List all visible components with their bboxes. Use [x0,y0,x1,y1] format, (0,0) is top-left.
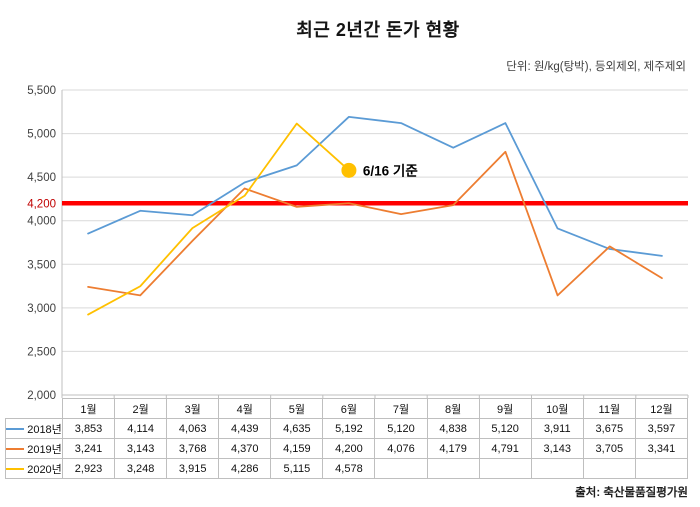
value-cell: 4,791 [478,438,532,459]
value-cell: 3,675 [582,418,636,439]
value-cell: 4,578 [322,458,376,479]
value-cell: 3,705 [582,438,636,459]
legend-entry: 2020년 [6,461,62,477]
month-header-cell: 6월 [322,398,376,419]
annotation-label: 6/16 기준 [363,163,418,178]
y-tick-label: 3,000 [27,303,56,315]
value-cell: 5,192 [322,418,376,439]
y-tick-label: 4,500 [27,172,56,184]
value-cell: 4,063 [166,418,220,439]
value-cell: 3,597 [634,418,689,439]
series-line-2018년 [87,115,663,257]
legend-line-swatch [6,427,25,430]
value-cell: 4,439 [218,418,272,439]
month-header-cell: 10월 [530,398,584,419]
source-note: 출처: 축산물품질평가원 [575,487,688,499]
y-tick-label: 3,500 [27,259,56,271]
month-header-cell: 3월 [166,398,220,419]
month-header-cell: 11월 [582,398,636,419]
value-cell [478,458,532,479]
value-cell: 5,120 [478,418,532,439]
value-cell: 4,838 [426,418,480,439]
month-header-cell: 4월 [218,398,272,419]
table-row: 2020년 2,923 3,248 3,915 4,286 5,115 4,578 [5,458,689,479]
value-cell: 2,923 [61,458,116,479]
page-title: 최근 2년간 돈가 현황 [296,20,460,40]
value-cell: 4,114 [114,418,168,439]
value-cell: 4,159 [270,438,324,459]
y-tick-label: 5,000 [27,129,56,141]
series-line-2020년 [87,122,350,316]
y-tick-label: 2,000 [27,390,56,402]
value-cell [426,458,480,479]
value-cell [634,458,689,479]
legend-entry: 2019년 [6,441,62,457]
y-tick-label: 4,000 [27,216,56,228]
table-header-row: 1월 2월 3월 4월 5월 6월 7월 8월 9월 10월 11월 12월 [6,398,689,419]
value-cell [582,458,636,479]
value-cell: 3,911 [530,418,584,439]
legend-label: 2018년 [27,423,62,436]
table-row: 2019년 3,241 3,143 3,768 4,370 4,159 4,200 4,076… [5,438,689,459]
value-cell: 4,370 [218,438,272,459]
y-tick-label: 5,500 [27,85,56,97]
value-cell: 3,915 [166,458,220,479]
table-row: 2018년 3,853 4,114 4,063 4,439 4,635 5,192 5,120… [5,418,689,439]
value-cell: 3,768 [166,438,220,459]
month-header-cell: 5월 [270,398,324,419]
data-table: 1월 2월 3월 4월 5월 6월 7월 8월 9월 10월 11월 12월 2018년 3,853 4,… [5,398,689,479]
series-line-2019년 [87,150,663,297]
value-cell: 3,143 [530,438,584,459]
month-header-cell: 7월 [374,398,428,419]
value-cell: 3,241 [61,438,116,459]
legend-label: 2020년 [27,463,62,476]
value-cell: 3,341 [634,438,689,459]
annotation-marker [341,162,357,178]
legend-cell: 2019년 [5,438,63,459]
reference-line-label: 4,200 [27,198,56,210]
value-cell: 5,120 [374,418,428,439]
value-cell: 4,286 [218,458,272,479]
y-tick-label: 2,500 [27,346,56,358]
value-cell: 5,115 [270,458,324,479]
month-header-cell: 9월 [478,398,532,419]
month-header-cell: 8월 [426,398,480,419]
value-cell: 4,076 [374,438,428,459]
legend-line-swatch [6,467,25,470]
value-cell: 4,179 [426,438,480,459]
legend-cell: 2018년 [5,418,63,439]
legend-label: 2019년 [27,443,62,456]
legend-entry: 2018년 [6,421,62,437]
value-cell: 3,853 [61,418,116,439]
value-cell: 3,248 [114,458,168,479]
legend-cell: 2020년 [5,458,63,479]
value-cell: 3,143 [114,438,168,459]
value-cell [374,458,428,479]
corner-cell [6,399,63,419]
legend-line-swatch [6,447,25,450]
month-header-cell: 12월 [634,398,689,419]
value-cell: 4,635 [270,418,324,439]
value-cell: 4,200 [322,438,376,459]
units-note: 단위: 원/kg(탕박), 등외제외, 제주제외 [506,61,686,73]
value-cell [530,458,584,479]
month-header-cell: 2월 [114,398,168,419]
month-header-cell: 1월 [61,398,116,419]
